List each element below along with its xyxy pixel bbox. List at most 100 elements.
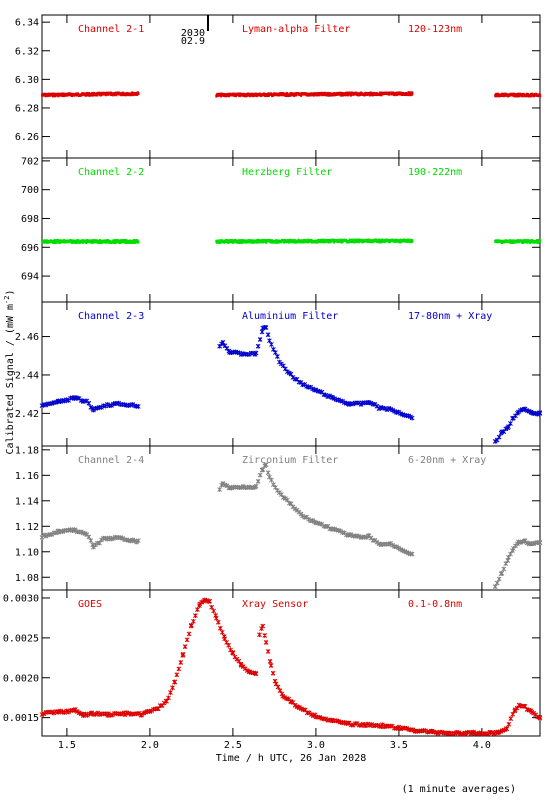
data-point bbox=[267, 338, 272, 344]
data-point bbox=[263, 640, 269, 645]
data-point bbox=[275, 354, 280, 359]
panel-frame-5 bbox=[41, 589, 541, 737]
y-tick-label: 1.18 bbox=[15, 445, 39, 456]
data-point bbox=[265, 332, 271, 338]
panel-filter-label: Aluminium Filter bbox=[242, 311, 338, 322]
y-tick-label: 702 bbox=[21, 156, 39, 167]
data-point bbox=[263, 325, 269, 330]
data-point bbox=[51, 92, 54, 96]
panel-filter-label: Zirconium Filter bbox=[242, 455, 338, 466]
data-point bbox=[137, 92, 140, 96]
data-point bbox=[166, 695, 171, 701]
panel-frame-2 bbox=[41, 157, 541, 303]
data-point bbox=[99, 239, 102, 243]
y-tick-label: 6.30 bbox=[15, 75, 39, 86]
data-point bbox=[411, 239, 414, 243]
y-tick-label: 6.28 bbox=[15, 103, 39, 114]
data-point bbox=[262, 633, 268, 638]
data-point bbox=[180, 651, 186, 657]
y-tick-label: 2.46 bbox=[15, 332, 39, 343]
data-point bbox=[88, 538, 94, 543]
y-axis-label: Calibrated Signal / (mW m-2) bbox=[3, 290, 16, 455]
data-point bbox=[537, 540, 543, 546]
data-point bbox=[217, 625, 223, 631]
y-tick-label: 1.08 bbox=[15, 573, 39, 584]
data-point bbox=[172, 679, 178, 685]
data-point bbox=[492, 584, 498, 589]
y-tick-label: 2.44 bbox=[15, 370, 39, 381]
x-tick-label: 2.5 bbox=[224, 740, 242, 751]
data-point bbox=[54, 240, 57, 244]
data-point bbox=[184, 637, 190, 643]
panel-filter-label: Lyman-alpha Filter bbox=[242, 24, 350, 35]
data-point bbox=[257, 472, 263, 478]
data-point bbox=[255, 479, 261, 484]
data-point bbox=[189, 622, 194, 628]
y-tick-label: 0.0025 bbox=[3, 633, 39, 644]
data-point bbox=[411, 91, 414, 95]
data-point bbox=[349, 93, 352, 97]
data-point bbox=[240, 238, 243, 242]
data-point bbox=[137, 240, 140, 244]
data-point bbox=[537, 715, 543, 721]
data-point bbox=[265, 649, 271, 654]
y-tick-label: 0.0020 bbox=[3, 673, 39, 684]
data-point bbox=[339, 238, 342, 242]
data-point bbox=[501, 429, 507, 434]
data-point bbox=[176, 666, 182, 672]
data-point bbox=[53, 239, 56, 243]
data-point bbox=[263, 462, 269, 468]
data-point bbox=[207, 598, 213, 604]
data-point bbox=[193, 613, 198, 618]
x-tick-label: 3.5 bbox=[390, 740, 408, 751]
panel-band-label: 120-123nm bbox=[408, 24, 462, 35]
data-point bbox=[186, 631, 192, 637]
data-point bbox=[255, 343, 261, 349]
data-point bbox=[219, 629, 225, 635]
data-point bbox=[283, 240, 286, 244]
data-point bbox=[209, 604, 215, 610]
data-point bbox=[539, 94, 542, 98]
y-tick-label: 6.26 bbox=[15, 132, 39, 143]
data-point bbox=[275, 684, 281, 690]
data-point bbox=[269, 342, 274, 347]
y-tick-label: 1.10 bbox=[15, 547, 39, 558]
data-point bbox=[226, 642, 231, 648]
annotation-label: 02.9 bbox=[181, 36, 205, 47]
data-point bbox=[268, 663, 274, 668]
panel-filter-label: Xray Sensor bbox=[242, 599, 308, 610]
data-point bbox=[286, 92, 289, 96]
x-axis-label: Time / h UTC, 26 Jan 2028 bbox=[216, 753, 367, 764]
data-point bbox=[132, 240, 135, 244]
data-point bbox=[182, 644, 188, 650]
data-point bbox=[494, 580, 500, 586]
data-point bbox=[217, 487, 222, 492]
panel-channel-label: Channel 2-2 bbox=[78, 167, 144, 178]
data-point bbox=[294, 377, 300, 382]
data-point bbox=[86, 400, 92, 406]
data-point bbox=[273, 350, 278, 355]
panel-filter-label: Herzberg Filter bbox=[242, 167, 332, 178]
data-point bbox=[191, 618, 196, 624]
y-tick-label: 694 bbox=[21, 272, 39, 283]
data-point bbox=[211, 608, 216, 614]
data-point bbox=[508, 716, 514, 721]
data-point bbox=[253, 350, 259, 356]
data-point bbox=[283, 366, 288, 372]
panel-channel-label: Channel 2-3 bbox=[78, 311, 144, 322]
data-point bbox=[499, 570, 505, 576]
data-point bbox=[504, 726, 510, 732]
data-point bbox=[496, 576, 502, 582]
x-tick-label: 2.0 bbox=[141, 740, 159, 751]
data-point bbox=[409, 415, 415, 421]
data-point bbox=[267, 659, 273, 664]
y-tick-label: 6.32 bbox=[15, 46, 39, 57]
data-point bbox=[86, 534, 92, 540]
data-point bbox=[135, 404, 141, 409]
annotation-label: 2030 bbox=[181, 28, 205, 39]
y-tick-label: 1.14 bbox=[15, 496, 39, 507]
data-point bbox=[407, 93, 410, 97]
y-tick-label: 0.0030 bbox=[3, 593, 39, 604]
x-tick-label: 4.0 bbox=[473, 740, 491, 751]
